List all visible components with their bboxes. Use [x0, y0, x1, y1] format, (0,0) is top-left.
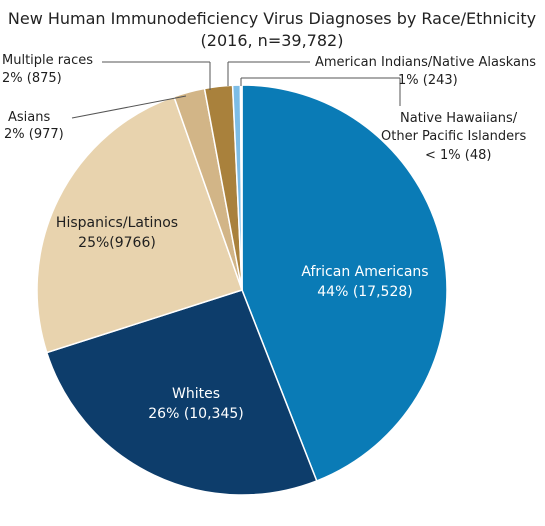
- label-native-hawaiians-value: < 1% (48): [425, 148, 491, 163]
- chart-subtitle: (2016, n=39,782): [201, 31, 344, 50]
- label-hispanics-name: Hispanics/Latinos: [56, 215, 178, 231]
- pie-slice-whites: [45, 289, 318, 496]
- label-american-indians-value: 1% (243): [398, 73, 458, 88]
- label-native-hawaiians-line1: Native Hawaiians/: [400, 111, 518, 126]
- chart-title: New Human Immunodeficiency Virus Diagnos…: [8, 9, 536, 28]
- label-asians-name: Asians: [8, 110, 50, 125]
- leader-line-asians: [71, 95, 187, 119]
- label-whites-value: 26% (10,345): [148, 406, 243, 422]
- label-native-hawaiians-line2: Other Pacific Islanders: [381, 129, 527, 144]
- label-hispanics-value: 25%(9766): [78, 235, 156, 251]
- pie-slice-hispanics-latinos: [36, 95, 243, 354]
- label-african-americans-value: 44% (17,528): [317, 284, 412, 300]
- pie-slices: [36, 84, 448, 496]
- label-asians-value: 2% (977): [4, 127, 64, 142]
- label-african-americans-name: African Americans: [301, 264, 428, 280]
- pie-slice-african-americans: [241, 84, 448, 482]
- label-multiple-races-value: 2% (875): [2, 71, 62, 86]
- label-american-indians-name: American Indians/Native Alaskans: [315, 55, 536, 70]
- label-multiple-races-name: Multiple races: [2, 53, 93, 68]
- label-whites-name: Whites: [172, 386, 220, 402]
